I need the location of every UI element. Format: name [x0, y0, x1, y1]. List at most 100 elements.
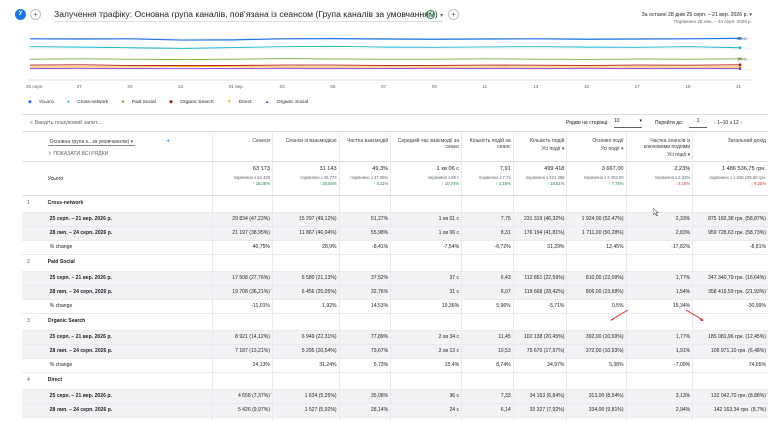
total-value: 49,3% [372, 165, 389, 172]
series-line[interactable] [29, 66, 740, 68]
metric-cell: 19,36% [390, 299, 462, 314]
search-box[interactable]: ⌕ Введіть пошуковий запит... [30, 120, 101, 126]
metric-cell: 132 042,70 грн. (8,88%) [692, 389, 768, 404]
report-title-text: Залучення трафіку: Основна група каналів… [54, 9, 438, 19]
x-tick-label: 25 серп. [26, 84, 44, 89]
legend-label: Усього [39, 100, 54, 105]
metric-cell: 102 138 (20,45%) [512, 330, 567, 345]
metric-cell: 8 921 (14,12%) [211, 330, 273, 345]
channel-name[interactable]: Cross-network [45, 195, 213, 213]
total-compare: порівняно з 47,35% [350, 175, 389, 181]
metric-cell: 24,13% [211, 358, 273, 373]
column-header[interactable]: Сеанси із взаємодією [271, 133, 340, 162]
metric-cell: 8,74% [461, 358, 514, 373]
metric-cell: 176 194 (41,81%) [512, 226, 567, 241]
y-tick-label: 2 тис. [737, 36, 748, 41]
series-end-point [738, 67, 742, 70]
legend-item-cross-network[interactable]: ● Cross-network [67, 100, 109, 105]
column-header-label: Сеанси [252, 138, 270, 144]
event-filter-label: Усі події [541, 146, 561, 153]
metric-cell: 35,08% [338, 389, 391, 404]
column-header[interactable]: Загальний дохід [692, 133, 768, 162]
channel-row[interactable]: 3 Organic Search [22, 313, 768, 331]
top-bar: У + Залучення трафіку: Основна група кан… [0, 0, 768, 28]
channel-row[interactable]: 1 Cross-network [22, 195, 768, 213]
legend-label: Direct [238, 100, 252, 105]
metric-cell: 75 670 (17,97%) [512, 344, 567, 359]
metric-cell: 17 508 (27,76%) [211, 271, 273, 286]
total-change: ↓ 9,25% [750, 181, 766, 187]
total-value: 1 486 536,75 грн. [721, 165, 766, 172]
x-tick-label: 31 [178, 84, 184, 89]
legend-item-direct[interactable]: ▼ Direct [226, 100, 252, 105]
total-compare: порівняно з 59 с [427, 175, 460, 181]
add-dimension-icon[interactable]: + [166, 138, 171, 145]
metric-cell: 875 182,38 грн. (58,87%) [692, 212, 768, 227]
search-input[interactable]: Введіть пошуковий запит... [34, 120, 102, 126]
goto-input[interactable]: 1 [689, 118, 707, 128]
metric-cell: 1,54% [625, 285, 693, 300]
channel-name[interactable]: Organic Search [45, 313, 213, 331]
total-cell: 2,23% порівняно з 2,33% ↓ 4,16% [625, 161, 693, 196]
metric-cell: 1 хв 01 с [390, 212, 462, 227]
column-header[interactable]: Кількість подій Усі події ▾ [512, 133, 567, 162]
add-comparison-icon[interactable]: + [30, 9, 41, 20]
show-all-rows-button[interactable]: ⇧ ПОКАЗАТИ ВСІ РЯДКИ [48, 151, 210, 157]
channel-name[interactable]: Paid Social [45, 254, 213, 272]
search-icon: ⌕ [30, 120, 34, 126]
metric-cell: -17,82% [625, 240, 693, 255]
series-line[interactable] [29, 45, 741, 49]
event-filter-select[interactable]: Усі події ▾ [667, 152, 691, 159]
x-tick-label: 01 вер. [228, 84, 245, 89]
divider [22, 131, 768, 132]
metric-cell: 5,68% [625, 417, 693, 421]
metric-cell: 6,07 [461, 285, 514, 300]
table-row: 25 серп. – 21 вер. 2026 р. 17 508 (27,76%… [22, 271, 768, 286]
table-row: % change 40,75% 28,9% -8,41% -7,54% -6,72% 31,… [22, 240, 768, 255]
legend-item-organic-search[interactable]: ◆ Organic Search [169, 100, 214, 105]
date-range[interactable]: За останні 28 днів 25 серп. – 21 вер. 20… [642, 12, 752, 18]
metric-cell: 31 с [390, 285, 462, 300]
legend-item-paid-social[interactable]: ■ Paid Social [121, 100, 156, 105]
event-filter-select[interactable]: Усі події ▾ [541, 146, 565, 153]
channel-row[interactable]: 4 Direct [22, 372, 768, 390]
report-badge-icon[interactable]: У [15, 9, 26, 20]
legend-item-total[interactable]: ◆ Усього [28, 100, 54, 105]
channel-name[interactable]: Direct [45, 372, 213, 390]
legend-item-organic-social[interactable]: ▲ Organic Social [264, 100, 309, 105]
metric-cell: 36 с [390, 389, 462, 404]
chevron-down-icon[interactable]: ▾ [440, 13, 444, 19]
metric-cell: 5,96% [461, 299, 514, 314]
column-header[interactable]: Основні події Усі події ▾ [566, 133, 627, 162]
metric-cell: 51,27% [338, 212, 391, 227]
rows-per-page-select[interactable]: 10 ▾ [614, 118, 642, 128]
event-filter-select[interactable]: Усі події ▾ [600, 146, 624, 153]
x-tick-label: 19 [685, 84, 691, 89]
column-header[interactable]: Частка взаємодій [338, 133, 391, 162]
add-icon[interactable]: + [448, 9, 459, 20]
column-header[interactable]: Кількість подій за сеанс [461, 133, 514, 162]
rows-per-page-label: Рядків на сторінці: [566, 120, 609, 126]
column-header[interactable]: Середній час взаємодії за сеанс [390, 133, 462, 162]
column-header-label: Кількість подій [529, 138, 565, 144]
column-header[interactable]: ↓ Сеанси [211, 133, 273, 162]
series-line[interactable] [29, 37, 741, 41]
next-page-icon[interactable]: › [740, 120, 742, 126]
report-title[interactable]: Залучення трафіку: Основна група каналів… [54, 9, 444, 22]
chevron-down-icon[interactable]: ▾ [749, 12, 752, 18]
metric-cell: 34,97% [512, 358, 567, 373]
mouse-cursor-icon [653, 208, 659, 216]
channel-row[interactable]: 2 Paid Social [22, 254, 768, 272]
column-header[interactable]: Частка сеансів із ключовими подіями Усі п… [625, 133, 693, 162]
metric-cell: 1,77% [625, 271, 693, 286]
metric-cell: 6 580 (21,13%) [271, 271, 340, 286]
series-line[interactable] [29, 64, 741, 66]
period-label: 28 лип. – 24 серп. 2026 р. [45, 226, 213, 241]
metric-cell: -5,71% [512, 299, 567, 314]
prev-page-icon[interactable]: ‹ [714, 120, 716, 126]
series-line[interactable] [29, 58, 741, 61]
sort-arrow-icon[interactable]: ↓ [248, 138, 253, 144]
column-header-label: Основні події [592, 138, 624, 144]
dimension-select[interactable]: Основна група к...за умовчанням) ▾ [47, 138, 136, 146]
period-label: 25 серп. – 21 вер. 2026 р. [45, 271, 213, 286]
